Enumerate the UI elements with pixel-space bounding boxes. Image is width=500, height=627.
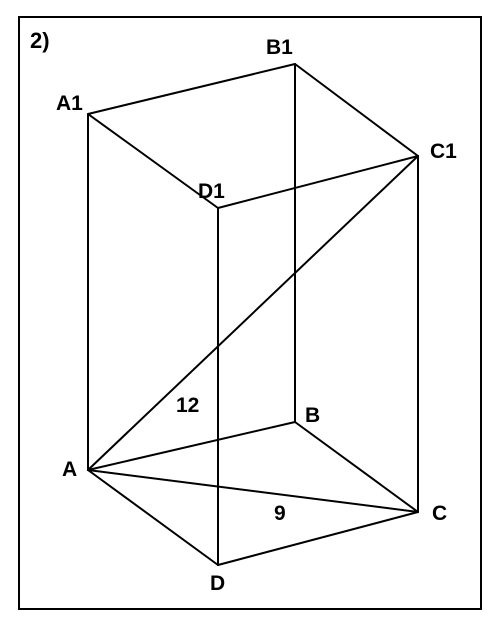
label-c: C	[432, 502, 447, 526]
label-d: D	[210, 572, 225, 596]
label-d1: D1	[198, 180, 225, 204]
label-c1: C1	[430, 140, 457, 164]
label-a1: A1	[56, 92, 83, 116]
label-b: B	[305, 404, 320, 428]
edge-label-12: 12	[176, 394, 199, 418]
edge-label-9: 9	[274, 502, 286, 526]
label-a: A	[62, 458, 77, 482]
label-b1: B1	[266, 36, 293, 60]
